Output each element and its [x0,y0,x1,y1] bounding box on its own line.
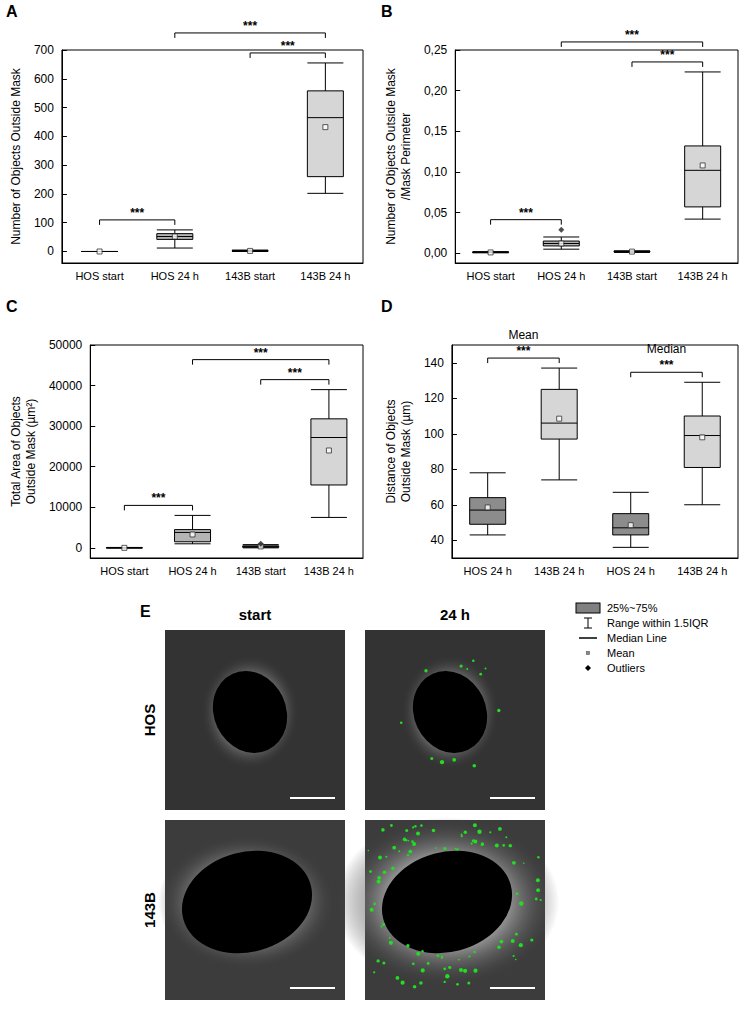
html-text:A: A [6,3,18,20]
svg-text:***: *** [660,48,674,62]
svg-text:0,10: 0,10 [424,165,448,179]
svg-text:50000: 50000 [49,338,83,352]
svg-text:***: *** [659,358,673,372]
svg-text:500: 500 [34,101,54,115]
svg-text:HOS 24 h: HOS 24 h [607,565,655,577]
svg-text:***: *** [243,19,257,33]
svg-text:300: 300 [34,158,54,172]
html-text:25%~75%: 25%~75% [607,601,658,614]
svg-text:143B 24 h: 143B 24 h [300,270,350,282]
svg-text:143B start: 143B start [236,565,286,577]
svg-text:40: 40 [431,533,445,547]
svg-text:143B 24 h: 143B 24 h [677,565,727,577]
svg-text:600: 600 [34,72,54,86]
svg-text:HOS: HOS [141,704,158,737]
svg-text:***: *** [519,206,533,220]
svg-text:143B 24 h: 143B 24 h [304,565,354,577]
svg-text:0,15: 0,15 [424,124,448,138]
svg-text:HOS start: HOS start [466,270,514,282]
svg-text:80: 80 [431,462,445,476]
svg-text:0,05: 0,05 [424,206,448,220]
html-text:Mean: Mean [607,646,635,659]
html-text:Range within 1.5IQR: Range within 1.5IQR [607,616,709,629]
svg-text:***: *** [516,344,530,358]
svg-text:143B: 143B [141,892,158,928]
svg-text:143B 24 h: 143B 24 h [534,565,584,577]
svg-text:0,00: 0,00 [424,246,448,260]
html-text:Outliers: Outliers [607,661,645,674]
svg-text:100: 100 [424,427,444,441]
html-text:D: D [381,298,393,315]
svg-text:Number of Objects Outside Mask: Number of Objects Outside Mask [9,67,23,245]
svg-text:143B 24 h: 143B 24 h [678,270,728,282]
svg-text:120: 120 [424,391,444,405]
svg-text:140: 140 [424,356,444,370]
html-text:Median Line: Median Line [607,631,667,644]
svg-text:HOS 24 h: HOS 24 h [151,270,199,282]
svg-text:***: *** [288,366,302,380]
svg-text:0,25: 0,25 [424,43,448,57]
html-text:B: B [381,3,393,20]
svg-text:0: 0 [47,244,54,258]
svg-text:start: start [239,606,272,623]
svg-text:Outside Mask (µm): Outside Mask (µm) [399,401,413,503]
svg-text:Total Area of Objects: Total Area of Objects [9,396,23,507]
svg-text:/Mask Perimeter: /Mask Perimeter [399,113,413,200]
svg-text:***: *** [281,39,295,53]
svg-text:Distance of Objects: Distance of Objects [384,399,398,503]
svg-text:20000: 20000 [49,460,83,474]
svg-text:***: *** [151,491,165,505]
svg-text:***: *** [130,206,144,220]
svg-text:***: *** [254,346,268,360]
svg-text:0,20: 0,20 [424,84,448,98]
svg-text:700: 700 [34,43,54,57]
svg-text:40000: 40000 [49,379,83,393]
svg-text:60: 60 [431,498,445,512]
svg-text:HOS 24 h: HOS 24 h [168,565,216,577]
svg-text:HOS start: HOS start [75,270,123,282]
svg-text:HOS start: HOS start [100,565,148,577]
svg-text:HOS 24 h: HOS 24 h [464,565,512,577]
svg-text:143B start: 143B start [607,270,657,282]
svg-text:E: E [140,603,151,620]
svg-text:Number of Objects Outside Mask: Number of Objects Outside Mask [384,67,398,245]
svg-text:0: 0 [76,541,83,555]
svg-text:143B start: 143B start [225,270,275,282]
svg-text:Median: Median [647,342,686,356]
svg-text:200: 200 [34,187,54,201]
svg-text:24 h: 24 h [440,606,470,623]
svg-text:10000: 10000 [49,500,83,514]
html-text:C: C [6,298,18,315]
svg-text:Outside Mask (µm²): Outside Mask (µm²) [24,399,38,505]
svg-text:Mean: Mean [508,328,538,342]
svg-text:100: 100 [34,216,54,230]
svg-text:***: *** [625,28,639,42]
svg-text:30000: 30000 [49,419,83,433]
svg-text:400: 400 [34,129,54,143]
svg-text:HOS 24 h: HOS 24 h [537,270,585,282]
